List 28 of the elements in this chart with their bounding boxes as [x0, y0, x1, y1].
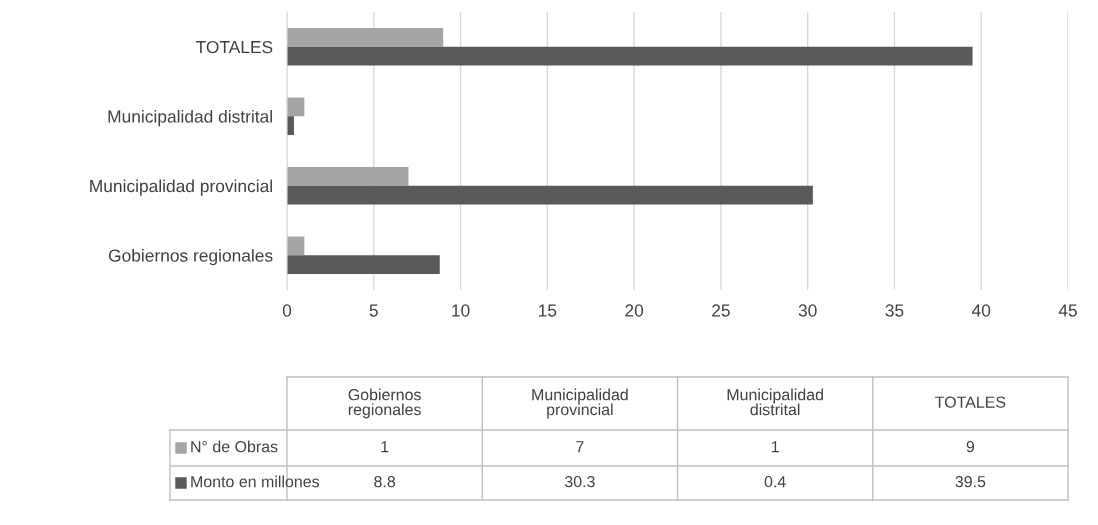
x-tick-label: 15: [539, 304, 557, 317]
category-label: TOTALES: [935, 396, 1006, 408]
x-tick-label: 40: [971, 304, 991, 317]
text: 30.3: [564, 475, 595, 488]
text: 0.4: [764, 475, 786, 488]
x-tick-label: 35: [885, 304, 904, 317]
category-label: Gobiernos regionales: [348, 388, 421, 419]
x-tick-label: 20: [625, 304, 644, 317]
text: 39.5: [955, 475, 986, 488]
legend-label: Monto en millones: [191, 475, 320, 488]
text: 1: [771, 441, 779, 453]
x-tick-label: 0: [282, 304, 292, 317]
x-tick-label: 30: [798, 304, 817, 317]
x-tick-label: 25: [712, 304, 730, 317]
x-tick-label: 45: [1058, 304, 1077, 317]
legend-label: N° de Obras: [191, 440, 278, 453]
text: 1: [381, 441, 389, 453]
y-tick-label: TOTALES: [195, 40, 273, 54]
category-label: Municipalidad distrital: [727, 388, 823, 416]
y-tick-label: Municipalidad provincial: [90, 179, 272, 196]
x-tick-label: 10: [452, 304, 470, 317]
y-tick-label: Municipalidad distrital: [108, 109, 272, 127]
text: 8.8: [374, 475, 396, 488]
y-tick-label: Gobiernos regionales: [108, 248, 273, 266]
text: 9: [966, 440, 975, 453]
x-tick-label: 5: [369, 304, 378, 317]
category-label: Municipalidad provincial: [532, 388, 628, 419]
text: 7: [576, 441, 584, 453]
